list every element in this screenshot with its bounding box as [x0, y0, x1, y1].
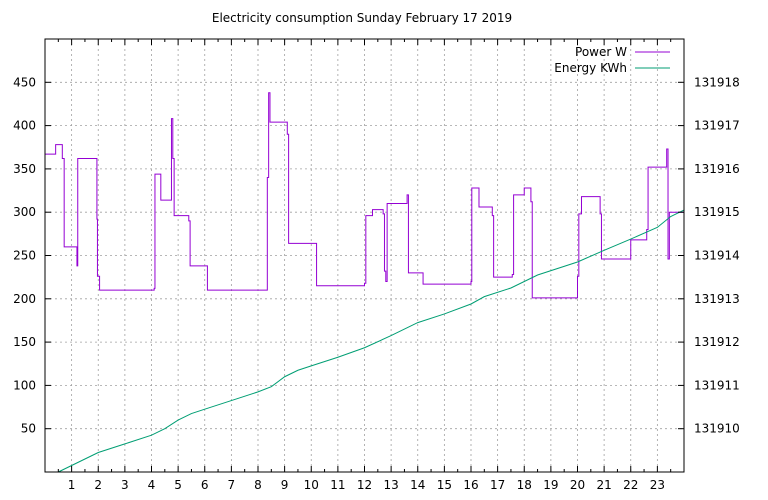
x-tick-label: 18	[517, 478, 532, 492]
x-tick-label: 8	[254, 478, 262, 492]
legend: Power W Energy KWh	[554, 45, 670, 75]
y2-tick-label: 131917	[694, 119, 740, 133]
series-line-power	[45, 92, 684, 299]
x-tick-label: 4	[148, 478, 156, 492]
x-tick-label: 3	[121, 478, 129, 492]
x-tick-label: 14	[410, 478, 425, 492]
legend-label-power: Power W	[575, 45, 627, 59]
x-tick-label: 21	[596, 478, 611, 492]
y-tick-label: 150	[13, 335, 36, 349]
x-tick-label: 10	[304, 478, 319, 492]
x-tick-label: 7	[228, 478, 236, 492]
x-tick-label: 9	[281, 478, 289, 492]
x-tick-label: 12	[357, 478, 372, 492]
x-tick-label: 5	[174, 478, 182, 492]
y2-tick-label: 131914	[694, 249, 740, 263]
y2-tick-label: 131912	[694, 335, 740, 349]
y-tick-label: 250	[13, 249, 36, 263]
x-tick-label: 11	[330, 478, 345, 492]
y-tick-label: 200	[13, 292, 36, 306]
y2-tick-label: 131915	[694, 205, 740, 219]
x-tick-label: 19	[543, 478, 558, 492]
grid-lines	[45, 39, 684, 472]
series-line-energy	[58, 209, 685, 473]
x-tick-label: 13	[383, 478, 398, 492]
y2-tick-label: 131910	[694, 422, 740, 436]
x-tick-label: 20	[570, 478, 585, 492]
y-tick-label: 400	[13, 119, 36, 133]
x-tick-label: 15	[437, 478, 452, 492]
y2-tick-label: 131918	[694, 75, 740, 89]
y-tick-label: 100	[13, 378, 36, 392]
x-tick-label: 16	[463, 478, 478, 492]
series-layer	[45, 92, 685, 473]
x-tick-label: 23	[650, 478, 665, 492]
legend-label-energy: Energy KWh	[554, 61, 627, 75]
y2-tick-label: 131913	[694, 292, 740, 306]
y-tick-label: 50	[21, 422, 36, 436]
x-tick-label: 17	[490, 478, 505, 492]
x-tick-label: 6	[201, 478, 209, 492]
axis-ticks: 1 2 3 4 5 6 7 8 9 10 11 12 13 14 15 16 17 18 19 20 21 22 23501…	[13, 39, 740, 492]
y-tick-label: 450	[13, 75, 36, 89]
x-tick-label: 2	[94, 478, 102, 492]
y-tick-label: 300	[13, 205, 36, 219]
y2-tick-label: 131911	[694, 378, 740, 392]
x-tick-label: 22	[623, 478, 638, 492]
chart-title: Electricity consumption Sunday February …	[212, 11, 512, 25]
y-tick-label: 350	[13, 162, 36, 176]
y2-tick-label: 131916	[694, 162, 740, 176]
x-tick-label: 1	[68, 478, 76, 492]
